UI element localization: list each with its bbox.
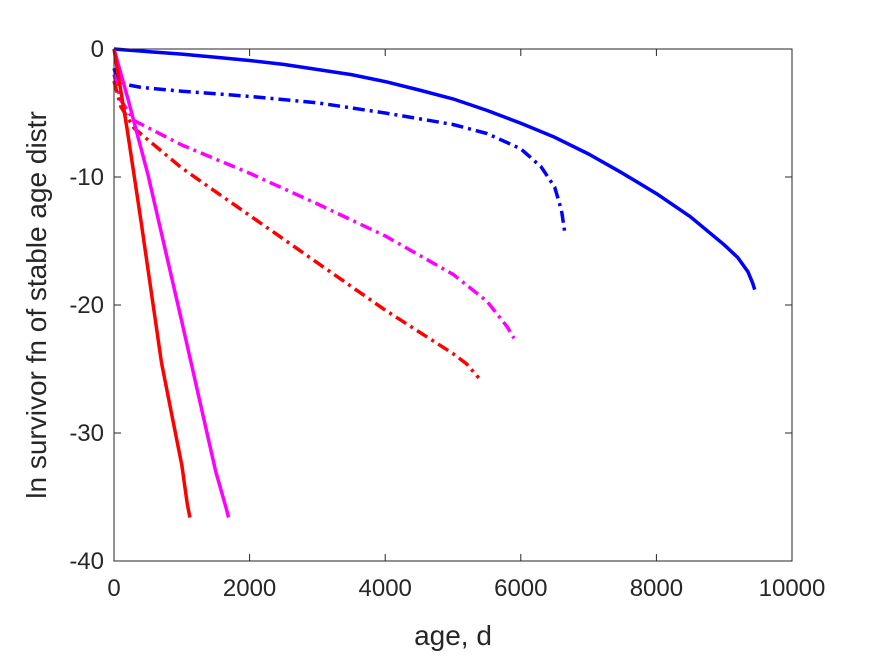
series-layer [112, 47, 757, 518]
x-tick-label: 4000 [359, 575, 412, 602]
y-tick-label: -40 [69, 548, 104, 575]
x-tick-label: 2000 [223, 575, 276, 602]
series-line-6 [112, 48, 192, 518]
series-line-1 [113, 47, 757, 291]
x-tick-label: 0 [107, 575, 120, 602]
x-tick-label: 8000 [630, 575, 683, 602]
x-tick-label: 10000 [759, 575, 826, 602]
series-line-3 [112, 74, 516, 340]
series-line-5 [112, 48, 231, 518]
series-line-4 [112, 80, 481, 380]
x-axis-label: age, d [414, 620, 492, 651]
series-line-2 [112, 67, 567, 234]
x-tick-label: 6000 [494, 575, 547, 602]
plot-area [114, 49, 792, 561]
y-tick-label: 0 [91, 36, 104, 63]
y-tick-label: -20 [69, 292, 104, 319]
tick-layer: 0 2000 4000 6000 8000 10000 0 -10 -20 -30 -40 [69, 36, 825, 602]
y-tick-label: -30 [69, 420, 104, 447]
y-axis-label: ln survivor fn of stable age distr [21, 111, 52, 499]
y-tick-label: -10 [69, 164, 104, 191]
